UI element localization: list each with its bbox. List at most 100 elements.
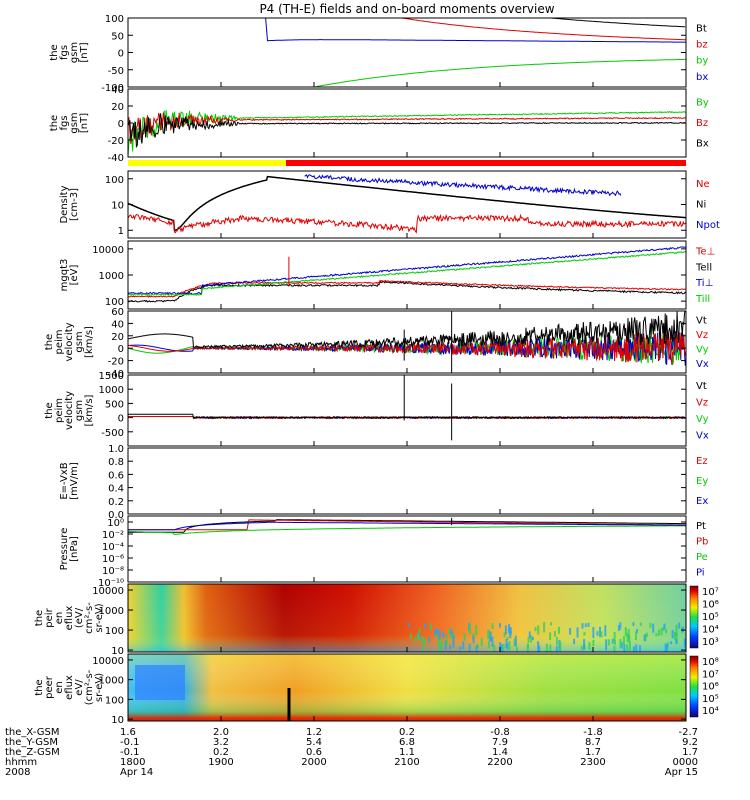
y-tick-label: 0.2 (108, 497, 124, 508)
spectro-speck (440, 641, 443, 648)
spectro-speck (530, 635, 533, 643)
panel-frame (127, 374, 687, 447)
axis-value: 1800 (120, 757, 145, 768)
colorbar-label: 10⁵ (702, 612, 719, 623)
y-tick-label: 100 (105, 626, 124, 637)
axis-value: -0.1 (120, 737, 140, 748)
y-tick-label: 20 (111, 102, 124, 113)
spectro-speck (434, 634, 437, 639)
spectro-speck (459, 646, 462, 651)
spectro-speck (671, 629, 674, 639)
legend-Vt: Vt (696, 381, 707, 392)
legend-Vx: Vx (696, 430, 709, 441)
spectro-speck (675, 624, 678, 636)
spectro-speck (452, 635, 455, 639)
axis-value: 2200 (487, 757, 512, 768)
panel-2-data (128, 109, 686, 157)
legend-Ex: Ex (696, 496, 708, 507)
spectro-speck (559, 641, 562, 652)
y-tick-label: 1.0 (108, 444, 124, 455)
spectro-speck (422, 644, 425, 652)
spectro-speck (613, 645, 616, 652)
colorbar-label: 10⁷ (702, 587, 719, 598)
spectro-speck (649, 622, 652, 628)
panel-7: E=-VxB[mV/m] 1.0 0.8 0.6 0.4 0.2 0.0 Ez Ey Ex (59, 444, 708, 521)
spectro-speck (422, 636, 425, 641)
spectro-speck (592, 627, 595, 639)
panel-frame (127, 88, 687, 158)
panel-frame (127, 240, 687, 310)
y-tick-label: 1500 (99, 371, 124, 382)
spectro-speck (583, 639, 586, 650)
spectro-speck (444, 640, 447, 650)
legend-Ni: Ni (696, 199, 706, 210)
spectro-speck (635, 644, 638, 652)
axis-value: -0.8 (490, 727, 510, 738)
spectro-speck (439, 641, 442, 652)
y-tick-label: 10⁻⁴ (102, 542, 124, 553)
spectro-speck (545, 643, 548, 652)
spectro-speck (500, 644, 503, 652)
series-Vt (128, 413, 686, 420)
spectro-speck (537, 625, 540, 635)
y-tick-label: 0.8 (108, 457, 124, 468)
series-Tiperp (128, 246, 686, 296)
series-By (128, 109, 686, 157)
mode-bar-slow (128, 160, 286, 166)
spectro-speck (509, 629, 512, 639)
spectro-speck (549, 644, 552, 652)
panel-2: thefgsgsm[nT] 40 20 0 -20 -40 By Bz Bx (49, 85, 709, 166)
spectro-speck (627, 629, 630, 640)
axis-value: 1.1 (399, 747, 415, 758)
series-Teperp (128, 279, 686, 298)
panel-frame (127, 583, 687, 653)
legend-bx: bx (696, 72, 708, 83)
legend-Bt: Bt (696, 24, 707, 35)
spectro-speck (617, 624, 620, 631)
spectro-speck (675, 639, 678, 645)
spectro-speck (674, 632, 677, 637)
series-Vt (128, 311, 686, 349)
spectro-speck (513, 638, 516, 647)
spectro-speck (463, 633, 466, 641)
series-Pe (128, 525, 686, 536)
panel-10-data (128, 654, 686, 721)
spectro-speck (534, 627, 537, 632)
spectro-speck (452, 631, 455, 640)
axis-value: 5.4 (306, 737, 322, 748)
legend-Npot: Npot (696, 220, 720, 231)
series-Pt (128, 519, 686, 533)
spectro-speck (599, 626, 602, 638)
y-tick-label: 0 (118, 414, 124, 425)
y-tick-label: 1000 (99, 606, 124, 617)
y-tick-label: 100 (105, 297, 124, 308)
spectro-speck (445, 634, 448, 646)
panel-3: Density[cm-3] 100 10 1 Ne Ni Npot (59, 170, 720, 239)
y-tick-label: 10000 (92, 245, 124, 256)
spectro-speck (639, 645, 642, 652)
spectro-speck (683, 638, 686, 648)
spectro-speck (502, 644, 505, 652)
panel-5-ylabel: thepeimvelocitygsm[km/s] (44, 322, 95, 361)
spectro-speck (657, 629, 660, 636)
panel-3-data (128, 174, 686, 234)
spectro-speck (421, 636, 424, 643)
y-tick-label: 10⁰ (107, 518, 124, 529)
spectro-speck (448, 645, 451, 650)
spectro-speck (503, 632, 506, 638)
spectro-speck (655, 632, 658, 637)
electron-spectrogram-shade (128, 654, 686, 721)
mode-bar-fast (286, 160, 686, 166)
spectro-speck (596, 631, 599, 636)
y-tick-label: 1000 (99, 676, 124, 687)
spectro-speck (626, 644, 629, 651)
series-Bz (128, 112, 686, 144)
axis-value: 2100 (394, 757, 419, 768)
series-Pb (128, 519, 686, 531)
spectro-speck (504, 625, 507, 635)
series-Npot (304, 174, 622, 197)
axis-value: -0.1 (120, 747, 140, 758)
colorbar-label: 10⁶ (702, 600, 719, 611)
y-tick-label: 40 (111, 319, 124, 330)
